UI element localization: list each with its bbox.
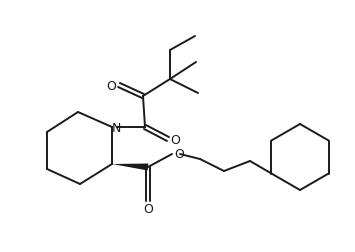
Text: O: O [143,203,153,216]
Text: O: O [170,133,180,146]
Text: O: O [106,79,116,92]
Text: N: N [111,121,121,134]
Polygon shape [112,164,148,171]
Text: O: O [174,147,184,160]
